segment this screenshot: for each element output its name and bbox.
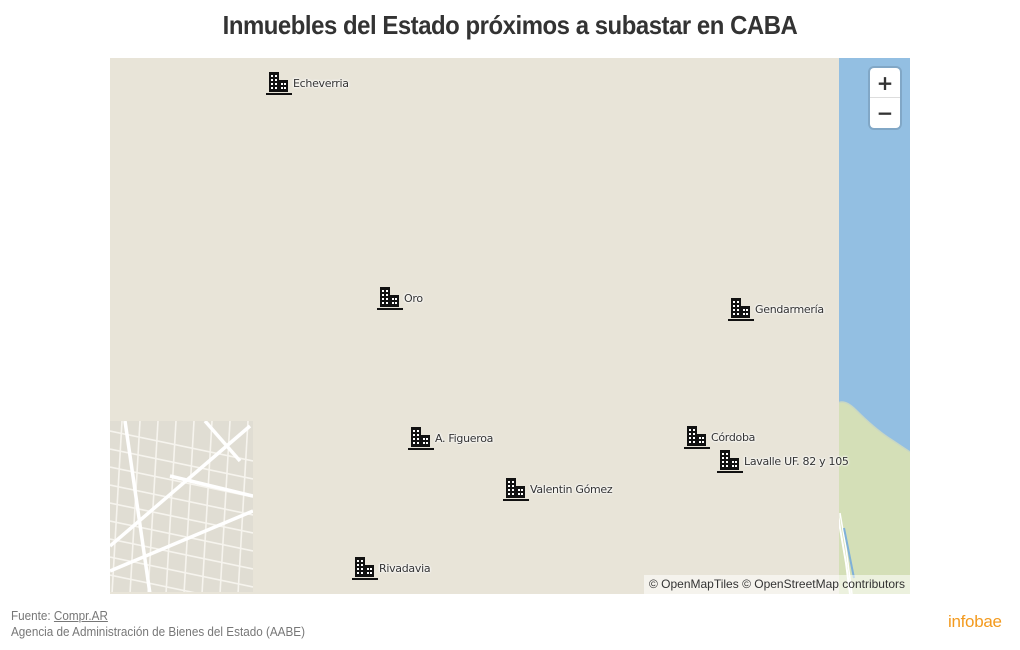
page-title: Inmuebles del Estado próximos a subastar… bbox=[222, 10, 798, 40]
building-icon bbox=[352, 557, 378, 580]
source-agency: Agencia de Administración de Bienes del … bbox=[11, 624, 305, 639]
marker-valentin-gomez[interactable]: Valentin Gómez bbox=[503, 476, 613, 502]
zoom-out-button[interactable]: − bbox=[876, 101, 894, 125]
building-icon bbox=[503, 478, 529, 501]
marker-label: A. Figueroa bbox=[435, 432, 494, 445]
marker-label: Gendarmería bbox=[755, 303, 824, 316]
coastline-park bbox=[836, 58, 910, 594]
brand-logo[interactable]: infobae bbox=[948, 612, 1002, 631]
map[interactable]: + − Echeverria Oro Gendarmería A. Figuer… bbox=[110, 58, 910, 594]
marker-gendarmeria[interactable]: Gendarmería bbox=[728, 296, 824, 322]
source-note: Fuente: Compr.AR Agencia de Administraci… bbox=[11, 608, 305, 640]
building-icon bbox=[377, 287, 403, 310]
marker-cordoba[interactable]: Córdoba bbox=[684, 424, 755, 450]
building-icon bbox=[408, 427, 434, 450]
building-icon bbox=[684, 426, 710, 449]
marker-label: Rivadavia bbox=[379, 562, 431, 575]
marker-lavalle[interactable]: Lavalle UF. 82 y 105 bbox=[717, 448, 849, 474]
marker-label: Echeverria bbox=[293, 77, 349, 90]
marker-label: Valentin Gómez bbox=[530, 483, 613, 496]
marker-oro[interactable]: Oro bbox=[377, 285, 423, 311]
street-grid bbox=[110, 421, 253, 594]
building-icon bbox=[266, 72, 292, 95]
zoom-control: + − bbox=[870, 68, 900, 128]
marker-a-figueroa[interactable]: A. Figueroa bbox=[408, 425, 493, 451]
building-icon bbox=[717, 450, 743, 473]
marker-label: Lavalle UF. 82 y 105 bbox=[744, 455, 849, 468]
source-prefix: Fuente: bbox=[11, 608, 54, 623]
map-attribution[interactable]: © OpenMapTiles © OpenStreetMap contribut… bbox=[643, 575, 910, 594]
source-link[interactable]: Compr.AR bbox=[53, 608, 108, 623]
zoom-in-button[interactable]: + bbox=[870, 68, 900, 98]
marker-rivadavia[interactable]: Rivadavia bbox=[352, 555, 431, 581]
marker-echeverria[interactable]: Echeverria bbox=[266, 70, 349, 96]
building-icon bbox=[728, 298, 754, 321]
marker-label: Córdoba bbox=[711, 431, 756, 444]
marker-label: Oro bbox=[404, 292, 423, 305]
